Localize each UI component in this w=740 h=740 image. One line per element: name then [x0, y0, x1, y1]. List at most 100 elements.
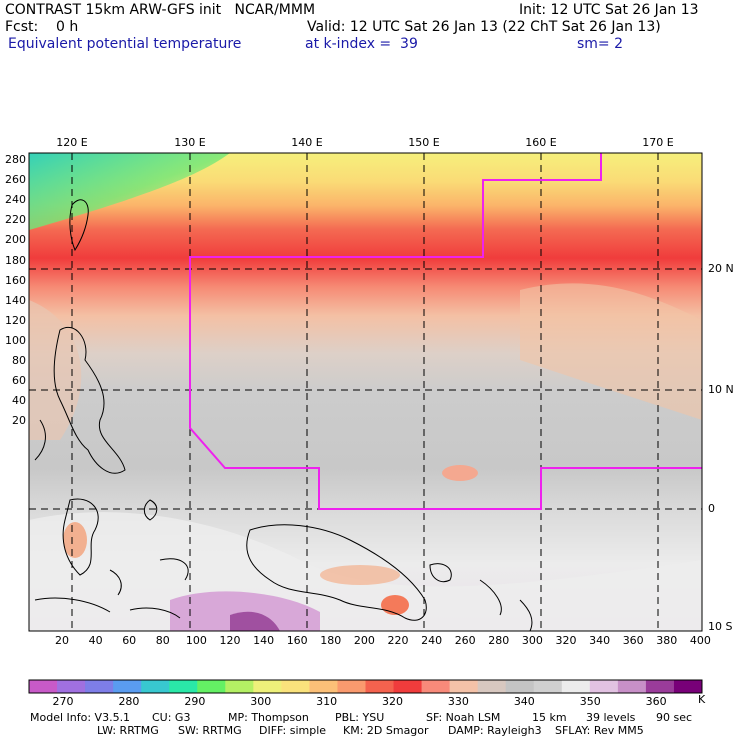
diffusion-option: DIFF: simple: [259, 724, 327, 737]
y-tick-label: 260: [5, 173, 26, 187]
surface-scheme: SF: Noah LSM: [426, 711, 501, 724]
colorbar-swatch: [421, 680, 451, 693]
y-tick-label: 60: [12, 374, 26, 388]
colorbar-swatch: [169, 680, 198, 693]
lon-label: 170 E: [642, 136, 674, 149]
colorbar-swatch: [505, 680, 535, 693]
microphysics-scheme: MP: Thompson: [228, 711, 309, 724]
shortwave-scheme: SW: RRTMG: [178, 724, 242, 737]
colorbar-label: 320: [382, 695, 404, 708]
vertical-levels: 39 levels: [586, 711, 636, 724]
colorbar-swatch: [225, 680, 254, 693]
lat-label: 10 S: [708, 620, 733, 633]
field-shading: [29, 153, 702, 631]
colorbar-swatch: [141, 680, 170, 693]
colorbar-label: 270: [52, 695, 74, 708]
colorbar-swatch: [589, 680, 619, 693]
colorbar-swatch: [645, 680, 675, 693]
x-tick-label: 200: [353, 634, 375, 647]
latlon-grid: [29, 153, 702, 631]
colorbar-label: 330: [447, 695, 469, 708]
coastlines: [34, 199, 533, 631]
colorbar-swatch: [57, 680, 86, 693]
colorbar-label: 310: [316, 695, 338, 708]
colorbar-label: 360: [645, 695, 667, 708]
x-tick-label: 280: [488, 634, 510, 647]
colorbar-label: 290: [184, 695, 206, 708]
y-tick-label: 280: [5, 153, 26, 166]
lat-label: 0: [708, 502, 715, 515]
lon-label: 140 E: [291, 136, 323, 149]
surface-layer-option: SFLAY: Rev MM5: [555, 724, 644, 737]
colorbar-swatch: [477, 680, 507, 693]
x-tick-label: 80: [155, 634, 170, 647]
colorbar-swatch: [533, 680, 563, 693]
x-tick-label: 300: [521, 634, 543, 647]
colorbar: [28, 679, 703, 694]
grid-resolution: 15 km: [532, 711, 567, 724]
x-tick-label: 120: [219, 634, 241, 647]
model-title: CONTRAST 15km ARW-GFS init NCAR/MMM: [5, 2, 316, 18]
x-tick-label: 400: [689, 634, 711, 647]
y-tick-label: 180: [5, 253, 26, 267]
y-tick-label: 140: [5, 293, 26, 307]
x-tick-label: 20: [55, 634, 69, 647]
time-step: 90 sec: [656, 711, 693, 724]
x-tick-label: 60: [122, 634, 137, 647]
colorbar-swatch: [449, 680, 479, 693]
eddy-coefficient: KM: 2D Smagor: [343, 724, 429, 737]
x-tick-label: 180: [320, 634, 342, 647]
damping-option: DAMP: Rayleigh3: [448, 724, 542, 737]
x-tick-label: 380: [656, 634, 678, 647]
valid-time: Valid: 12 UTC Sat 26 Jan 13 (22 ChT Sat …: [307, 19, 661, 35]
colorbar-swatch: [253, 680, 282, 693]
y-tick-label: 160: [5, 273, 26, 287]
model-version: Model Info: V3.5.1: [30, 711, 131, 724]
y-tick-label: 240: [5, 193, 26, 207]
x-tick-label: 160: [286, 634, 308, 647]
field-name: Equivalent potential temperature: [8, 36, 242, 52]
x-tick-label: 240: [421, 634, 443, 647]
map-frame: [28, 152, 703, 632]
colorbar-label: 350: [579, 695, 601, 708]
colorbar-swatch: [673, 680, 703, 693]
lon-label: 120 E: [56, 136, 88, 149]
colorbar-swatch: [29, 680, 58, 693]
cumulus-scheme: CU: G3: [152, 711, 191, 724]
y-tick-label: 100: [5, 333, 26, 347]
smoothing-value: sm= 2: [577, 36, 624, 52]
colorbar-swatch: [365, 680, 395, 693]
colorbar-unit: K: [698, 693, 706, 706]
colorbar-label: 280: [118, 695, 140, 708]
y-tick-label: 20: [12, 414, 26, 428]
y-tick-label: 220: [5, 213, 26, 227]
y-tick-label: 200: [5, 233, 26, 247]
x-tick-label: 140: [253, 634, 275, 647]
x-tick-label: 340: [589, 634, 611, 647]
x-tick-label: 320: [555, 634, 577, 647]
x-tick-label: 360: [622, 634, 644, 647]
colorbar-swatch: [85, 680, 114, 693]
colorbar-swatch: [113, 680, 142, 693]
lon-label: 160 E: [525, 136, 557, 149]
colorbar-swatch: [197, 680, 226, 693]
lat-label: 20 N: [708, 262, 734, 275]
colorbar-label: 340: [513, 695, 535, 708]
y-tick-label: 120: [5, 313, 26, 327]
lon-label: 150 E: [408, 136, 440, 149]
x-tick-label: 40: [88, 634, 103, 647]
y-tick-label: 80: [12, 354, 26, 367]
nested-domain-outline: [189, 153, 702, 510]
init-time: Init: 12 UTC Sat 26 Jan 13: [519, 2, 699, 18]
colorbar-swatch: [309, 680, 338, 693]
colorbar-label: 300: [250, 695, 272, 708]
forecast-hour: Fcst: 0 h: [5, 19, 79, 35]
x-tick-label: 260: [454, 634, 476, 647]
colorbar-swatch: [393, 680, 423, 693]
colorbar-swatch: [337, 680, 366, 693]
colorbar-swatch: [561, 680, 591, 693]
lon-label: 130 E: [174, 136, 206, 149]
level-index: at k-index = 39: [305, 36, 418, 52]
colorbar-swatch: [617, 680, 647, 693]
